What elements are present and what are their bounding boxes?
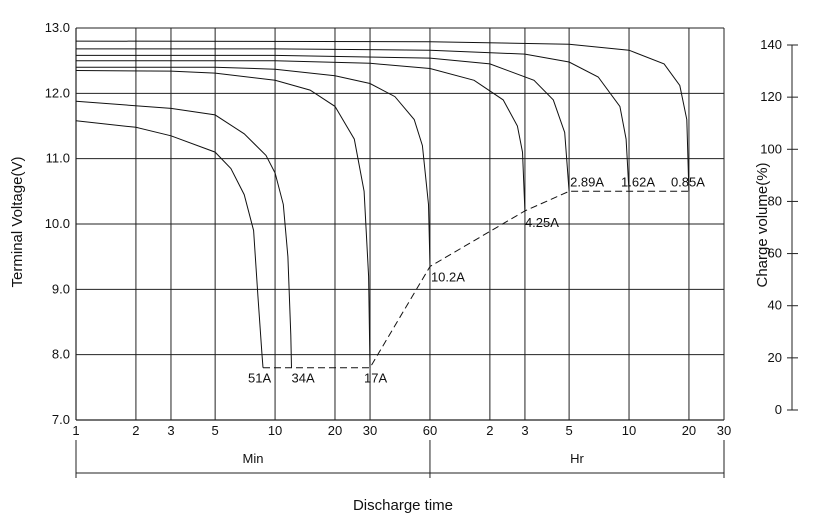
y2-tick-label: 140	[760, 37, 782, 52]
curve-1_62A	[76, 48, 630, 192]
y-tick-label: 8.0	[52, 347, 70, 362]
curve-10_2A	[76, 66, 431, 267]
y2-tick-label: 20	[768, 350, 782, 365]
curve-label-51A: 51A	[248, 371, 271, 386]
x-tick-label: 20	[682, 423, 696, 438]
curve-34A	[75, 100, 292, 368]
x-tick-label: 1	[72, 423, 79, 438]
y2-tick-label: 120	[760, 89, 782, 104]
curve-4_25A	[76, 60, 526, 211]
discharge-curves	[75, 40, 690, 368]
y2-tick-label: 40	[768, 298, 782, 313]
x-tick-label: 30	[363, 423, 377, 438]
range-label: Hr	[570, 451, 584, 466]
y2-tick-label: 60	[768, 246, 782, 261]
y2-tick-label: 0	[775, 402, 782, 417]
x-tick-label: 20	[328, 423, 342, 438]
curve-label-0_85A: 0.85A	[671, 174, 705, 189]
y-tick-label: 12.0	[45, 85, 70, 100]
grid-lines	[75, 27, 725, 421]
x-tick-label: 5	[212, 423, 219, 438]
curve-label-17A: 17A	[364, 371, 387, 386]
y2-axis-ticks: 0 20 40 60 80 100 120 140	[760, 37, 798, 417]
y2-tick-label: 80	[768, 193, 782, 208]
end-voltage-line	[263, 190, 689, 369]
y-tick-label: 13.0	[45, 20, 70, 35]
y-axis-title: Terminal Voltage(V)	[9, 157, 26, 288]
curve-51A	[75, 120, 264, 368]
x-tick-label: 3	[167, 423, 174, 438]
x-tick-label: 60	[423, 423, 437, 438]
x-tick-label: 10	[268, 423, 282, 438]
y-tick-label: 11.0	[46, 151, 70, 166]
y-tick-label: 9.0	[52, 281, 70, 296]
curve-label-34A: 34A	[292, 371, 315, 386]
x-tick-label: 3	[521, 423, 528, 438]
x-tick-label: 2	[132, 423, 139, 438]
y-tick-label: 10.0	[45, 216, 70, 231]
x-tick-label: 30	[717, 423, 731, 438]
x-tick-label: 2	[486, 423, 493, 438]
y2-axis-title: Charge volume(%)	[754, 162, 771, 287]
curve-label-1_62A: 1.62A	[621, 174, 655, 189]
x-tick-label: 5	[565, 423, 572, 438]
y-axis-ticks: 7.0 8.0 9.0 10.0 11.0 12.0 13.0	[45, 20, 70, 427]
curve-2_89A	[76, 54, 570, 192]
curve-label-4_25A: 4.25A	[525, 215, 559, 230]
curve-label-10_2A: 10.2A	[431, 269, 465, 284]
curve-17A	[75, 70, 371, 368]
y2-tick-label: 100	[760, 141, 782, 156]
curve-0_85A	[75, 40, 690, 192]
y-tick-label: 7.0	[52, 412, 70, 427]
curve-labels: 51A 34A 17A 10.2A 4.25A 2.89A 1.62A 0.85A	[248, 174, 705, 385]
end-voltage-dashed-line	[263, 190, 689, 369]
x-axis-title: Discharge time	[353, 497, 453, 514]
x-tick-label: 10	[622, 423, 636, 438]
x-axis-ticks: 1 2 3 5 10 20 30 60 2 3 5 10 20 30	[72, 423, 731, 438]
time-range-brackets: Min Hr	[75, 440, 725, 478]
range-label: Min	[243, 451, 264, 466]
curve-label-2_89A: 2.89A	[570, 174, 604, 189]
